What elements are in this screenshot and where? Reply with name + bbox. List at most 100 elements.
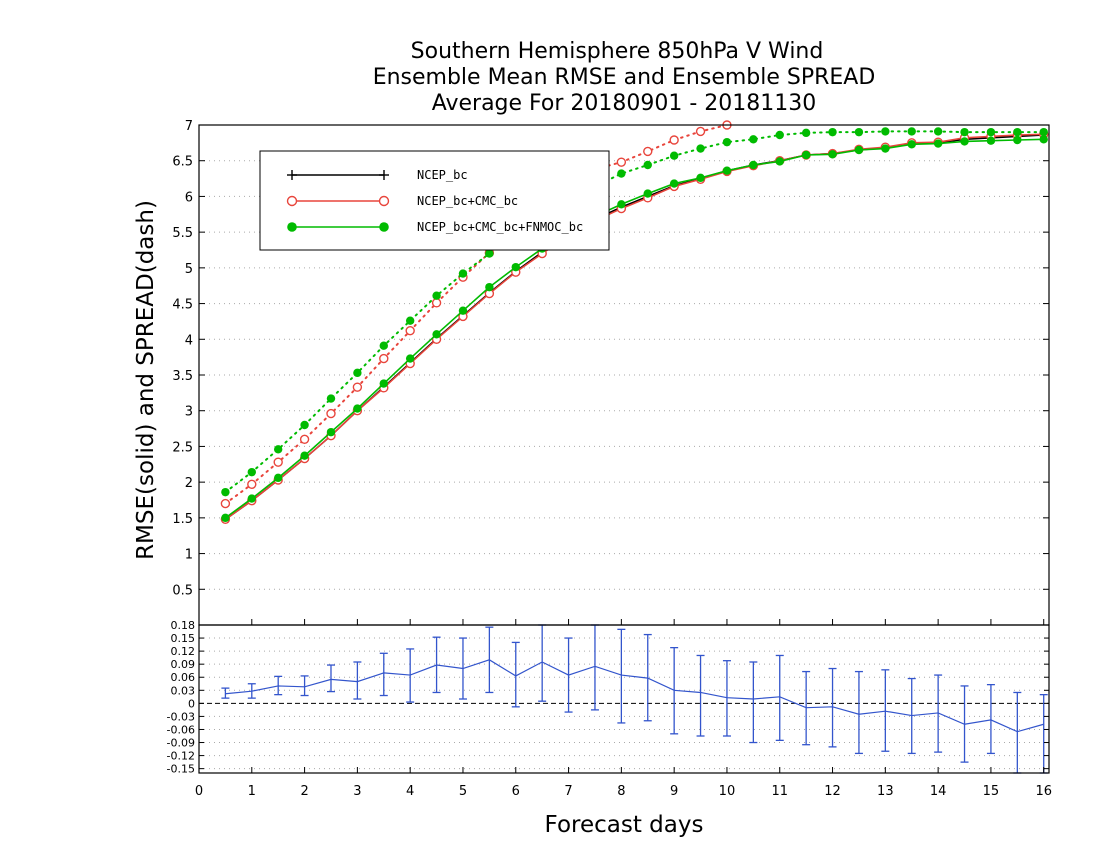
y-tick-label: 5 <box>185 262 193 277</box>
data-point <box>986 136 996 145</box>
legend-label: NCEP_bc+CMC_bc <box>417 194 518 208</box>
y-tick-label: 6 <box>185 190 193 205</box>
data-point <box>247 479 257 489</box>
x-tick-label: 9 <box>670 784 678 799</box>
y-tick-label: 0.09 <box>171 658 196 671</box>
x-tick-label: 5 <box>459 784 467 799</box>
data-point <box>617 200 626 209</box>
legend-marker <box>379 170 389 180</box>
data-point <box>485 249 494 258</box>
data-point <box>273 473 283 483</box>
data-point <box>881 144 890 153</box>
data-point <box>326 394 336 403</box>
legend-marker <box>286 195 298 207</box>
x-tick-label: 7 <box>564 784 572 799</box>
y-tick-label: 4.5 <box>172 298 193 313</box>
y-tick-label: 3.5 <box>172 369 193 384</box>
data-point <box>273 457 283 467</box>
error-bar <box>775 654 784 742</box>
error-bar <box>326 664 335 693</box>
data-point <box>1039 127 1048 137</box>
legend-marker <box>379 222 389 232</box>
y-tick-label: 0.12 <box>171 645 196 658</box>
x-tick-label: 11 <box>771 784 788 799</box>
legend: NCEP_bc NCEP_bc+CMC_bc NCEP_bc+CMC_bc+FNMO… <box>259 150 610 251</box>
data-point <box>643 146 653 157</box>
data-point <box>247 494 256 503</box>
x-tick-label: 0 <box>195 784 203 799</box>
data-point <box>669 179 679 188</box>
x-tick-label: 4 <box>406 784 414 799</box>
data-point <box>907 127 916 136</box>
data-point <box>801 128 811 138</box>
x-axis-ticks: 0 1 2 3 4 5 6 7 8 9 10 11 12 13 14 15 16 <box>195 619 1052 799</box>
y-tick-label: -0.06 <box>167 723 195 736</box>
data-point <box>300 420 309 430</box>
data-point <box>933 139 943 148</box>
legend-label: NCEP_bc+CMC_bc+FNMOC_bc <box>417 220 583 234</box>
diff-line <box>225 659 1044 733</box>
x-tick-label: 6 <box>512 784 520 799</box>
y-tick-label: 2 <box>185 476 193 491</box>
x-tick-label: 16 <box>1035 784 1052 799</box>
error-bar <box>1039 693 1048 774</box>
y-tick-label: 5.5 <box>172 226 193 241</box>
data-point <box>247 467 256 477</box>
x-tick-label: 14 <box>930 784 947 799</box>
data-point <box>1013 135 1022 145</box>
data-point <box>696 173 705 183</box>
data-point <box>485 282 494 292</box>
error-bar <box>854 670 863 755</box>
bottom-panel-grid <box>199 624 1049 770</box>
x-tick-label: 2 <box>300 784 308 799</box>
y-axis-title: RMSE(solid) and SPREAD(dash) <box>133 200 159 560</box>
y-tick-label: -0.03 <box>167 710 195 723</box>
data-point <box>299 434 310 444</box>
error-bar <box>749 661 758 744</box>
data-point <box>379 379 388 388</box>
data-point <box>458 269 468 278</box>
y-tick-label: 0.06 <box>171 671 196 684</box>
data-point <box>1039 135 1048 144</box>
error-bar <box>934 674 943 753</box>
error-bar <box>353 661 362 700</box>
data-point <box>749 135 758 144</box>
error-bar <box>696 654 705 737</box>
data-point <box>379 341 388 350</box>
data-point <box>933 127 943 136</box>
error-bar <box>300 675 309 697</box>
data-point <box>854 145 864 155</box>
data-point <box>960 127 969 137</box>
y-tick-label: 1.5 <box>172 512 193 527</box>
error-bar <box>722 660 731 737</box>
y-tick-label: 0.03 <box>171 684 196 697</box>
data-point <box>432 330 441 339</box>
title-line-1: Southern Hemisphere 850hPa V Wind <box>411 39 824 64</box>
x-tick-label: 13 <box>877 784 894 799</box>
series-line <box>224 138 1045 519</box>
error-bar <box>828 667 837 748</box>
y-tick-label: -0.12 <box>167 750 195 763</box>
data-point <box>775 157 784 166</box>
y-tick-label: 6.5 <box>172 155 193 170</box>
data-point <box>960 137 969 146</box>
error-bar <box>617 628 626 724</box>
data-point <box>405 354 415 363</box>
y-tick-label: 2.5 <box>172 440 193 455</box>
error-bar <box>1013 691 1022 774</box>
x-tick-label: 12 <box>824 784 841 799</box>
data-point <box>643 189 652 198</box>
bottom-panel-frame <box>198 624 1050 774</box>
data-point <box>695 126 706 137</box>
error-bar <box>881 669 890 752</box>
data-point <box>722 137 732 147</box>
data-point <box>828 127 837 137</box>
data-point <box>405 326 415 336</box>
data-point <box>1013 127 1022 137</box>
data-point <box>669 151 679 160</box>
data-point <box>881 127 890 136</box>
top-panel-y-ticks: 0.5 1 1.5 2 2.5 3 3.5 4 4.5 5 5.5 6 6.5 7 <box>172 119 1049 598</box>
x-axis-title: Forecast days <box>545 812 704 838</box>
data-point <box>616 157 627 167</box>
